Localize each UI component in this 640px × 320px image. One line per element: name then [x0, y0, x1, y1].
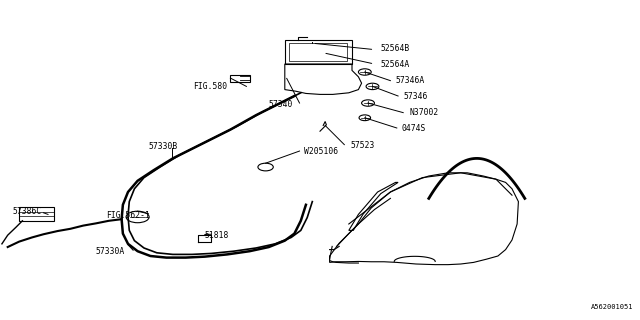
Text: 57346A: 57346A [396, 76, 425, 85]
Text: 52564A: 52564A [381, 60, 410, 68]
Text: W205106: W205106 [304, 147, 338, 156]
Text: 57330B: 57330B [148, 142, 178, 151]
Text: 57330A: 57330A [95, 247, 125, 256]
Text: 57340: 57340 [269, 100, 293, 108]
Text: 51818: 51818 [204, 231, 228, 240]
Text: A562001051: A562001051 [591, 304, 634, 310]
Text: 57523: 57523 [351, 141, 375, 150]
Text: 52564B: 52564B [381, 44, 410, 53]
Text: 57386C: 57386C [12, 207, 42, 216]
Text: 57346: 57346 [403, 92, 428, 100]
Text: FIG.562-1: FIG.562-1 [106, 211, 150, 220]
Text: 0474S: 0474S [402, 124, 426, 132]
Text: FIG.580: FIG.580 [193, 82, 227, 91]
Text: N37002: N37002 [410, 108, 439, 117]
